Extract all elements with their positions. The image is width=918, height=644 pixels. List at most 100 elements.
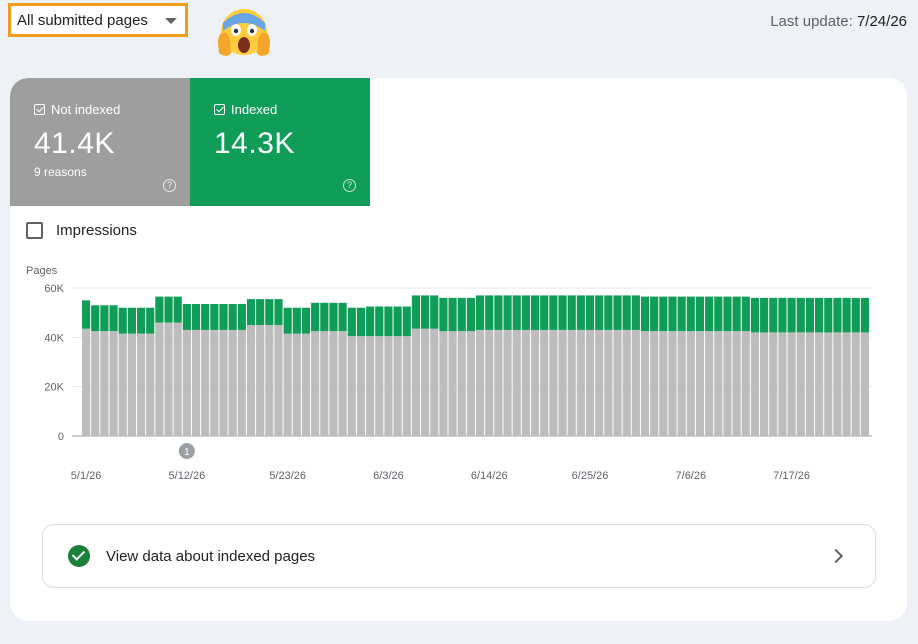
- bar-indexed: [384, 306, 393, 337]
- dropdown-selected-value: All submitted pages: [17, 11, 148, 29]
- bar-indexed: [366, 306, 375, 337]
- bar-not-indexed: [439, 331, 448, 436]
- help-icon[interactable]: ?: [343, 179, 356, 192]
- bar-indexed: [329, 302, 338, 332]
- bar-indexed: [842, 297, 851, 333]
- chevron-right-icon: [828, 548, 844, 564]
- y-tick-label: 60K: [44, 283, 64, 295]
- bar-not-indexed: [833, 332, 842, 436]
- indexed-tile[interactable]: Indexed 14.3K ?: [190, 78, 370, 206]
- bar-indexed: [650, 296, 659, 332]
- bar-not-indexed: [640, 331, 650, 436]
- bar-not-indexed: [585, 329, 595, 436]
- bar-indexed: [246, 299, 256, 325]
- impressions-toggle[interactable]: Impressions: [26, 222, 137, 239]
- bar-not-indexed: [540, 329, 549, 436]
- bar-indexed: [640, 296, 650, 332]
- bar-not-indexed: [796, 332, 805, 436]
- bar-indexed: [530, 295, 540, 330]
- bar-indexed: [338, 302, 347, 332]
- bar-not-indexed: [466, 331, 475, 436]
- bar-indexed: [146, 307, 155, 334]
- bar-indexed: [82, 300, 91, 329]
- bar-not-indexed: [595, 329, 604, 436]
- x-tick-label: 6/3/26: [373, 470, 404, 482]
- bar-not-indexed: [237, 329, 246, 436]
- bar-not-indexed: [366, 336, 375, 436]
- bar-not-indexed: [650, 331, 659, 436]
- bar-not-indexed: [384, 336, 393, 436]
- checkbox-checked-icon[interactable]: [214, 104, 225, 115]
- bar-indexed: [824, 297, 833, 333]
- bar-indexed: [750, 297, 760, 333]
- bar-indexed: [805, 297, 815, 333]
- bar-not-indexed: [787, 332, 796, 436]
- bar-indexed: [558, 295, 567, 330]
- bar-indexed: [741, 296, 750, 332]
- bar-not-indexed: [402, 336, 411, 436]
- bar-indexed: [833, 297, 842, 333]
- coverage-card: Not indexed 41.4K 9 reasons ? Indexed 14…: [10, 78, 907, 621]
- bar-indexed: [136, 307, 146, 334]
- screaming-face-emoji-icon: [214, 1, 274, 66]
- bar-not-indexed: [155, 322, 164, 436]
- bar-indexed: [228, 304, 237, 330]
- impressions-label: Impressions: [56, 222, 137, 239]
- bar-not-indexed: [393, 336, 402, 436]
- bar-not-indexed: [512, 329, 521, 436]
- top-bar: All submitted pages Last update: 7/24/26: [0, 0, 918, 56]
- checkbox-unchecked-icon[interactable]: [26, 222, 43, 239]
- bar-indexed: [219, 304, 228, 330]
- bar-not-indexed: [311, 331, 320, 436]
- bar-not-indexed: [320, 331, 329, 436]
- bar-not-indexed: [842, 332, 851, 436]
- bar-indexed: [723, 296, 732, 332]
- bar-not-indexed: [338, 331, 347, 436]
- checkbox-checked-icon[interactable]: [34, 104, 45, 115]
- bar-indexed: [155, 296, 164, 323]
- y-tick-label: 20K: [44, 382, 64, 394]
- bar-indexed: [613, 295, 622, 330]
- bar-not-indexed: [210, 329, 219, 436]
- bar-not-indexed: [714, 331, 723, 436]
- bar-indexed: [375, 306, 384, 337]
- bar-not-indexed: [815, 332, 824, 436]
- bar-not-indexed: [824, 332, 833, 436]
- bar-indexed: [421, 295, 430, 329]
- bar-not-indexed: [659, 331, 668, 436]
- bar-not-indexed: [127, 333, 136, 436]
- bar-indexed: [356, 307, 366, 337]
- x-tick-label: 6/25/26: [572, 470, 609, 482]
- bar-indexed: [164, 296, 173, 323]
- check-circle-icon: [68, 545, 90, 567]
- bar-not-indexed: [411, 328, 421, 436]
- bar-indexed: [182, 304, 191, 330]
- help-icon[interactable]: ?: [163, 179, 176, 192]
- bar-not-indexed: [677, 331, 686, 436]
- bar-not-indexed: [91, 331, 100, 436]
- bar-indexed: [411, 295, 421, 329]
- bar-not-indexed: [82, 328, 91, 436]
- bar-indexed: [668, 296, 677, 332]
- bar-not-indexed: [219, 329, 228, 436]
- not-indexed-tile[interactable]: Not indexed 41.4K 9 reasons ?: [10, 78, 190, 206]
- bar-indexed: [778, 297, 787, 333]
- bar-indexed: [622, 295, 631, 330]
- bar-indexed: [549, 295, 558, 330]
- bar-not-indexed: [622, 329, 631, 436]
- y-tick-label: 0: [58, 431, 64, 443]
- bar-not-indexed: [173, 322, 182, 436]
- view-indexed-data-link[interactable]: View data about indexed pages: [42, 524, 876, 588]
- bar-not-indexed: [421, 328, 430, 436]
- bar-indexed: [567, 295, 576, 330]
- x-tick-label: 7/17/26: [773, 470, 810, 482]
- bar-not-indexed: [668, 331, 677, 436]
- bar-indexed: [677, 296, 686, 332]
- annotation-marker: [178, 443, 195, 459]
- bar-not-indexed: [164, 322, 173, 436]
- bar-indexed: [173, 296, 182, 323]
- bar-indexed: [595, 295, 604, 330]
- bar-not-indexed: [760, 332, 769, 436]
- bar-not-indexed: [604, 329, 613, 436]
- page-filter-dropdown[interactable]: All submitted pages: [8, 3, 188, 37]
